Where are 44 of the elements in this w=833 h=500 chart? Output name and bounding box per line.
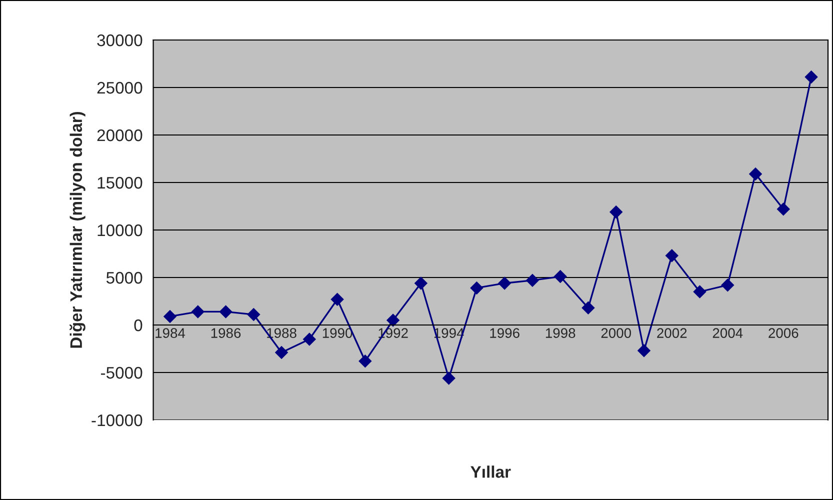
x-tick-label: 1990 xyxy=(322,328,352,338)
point xyxy=(358,354,372,368)
y-tick-label: -5000 xyxy=(100,366,142,379)
x-tick-label: 1986 xyxy=(211,328,241,338)
point xyxy=(610,206,623,218)
point xyxy=(582,301,595,314)
point xyxy=(665,249,678,262)
y-tick-label: 10000 xyxy=(98,224,142,236)
x-tick-label: 2006 xyxy=(768,328,798,338)
x-tick-label: 1998 xyxy=(546,328,576,338)
point xyxy=(164,310,176,323)
y-tick-label: 25000 xyxy=(97,82,142,94)
y-tick-label: 30000 xyxy=(97,34,142,46)
point xyxy=(191,305,204,318)
point xyxy=(219,305,232,318)
x-axis-title: Yıllar xyxy=(470,466,511,478)
point xyxy=(330,292,344,306)
point xyxy=(693,285,706,298)
x-tick-label: 1984 xyxy=(156,328,186,338)
point xyxy=(638,344,650,358)
y-tick-label: -10000 xyxy=(92,414,142,426)
point xyxy=(526,274,539,287)
y-tick-label: 5000 xyxy=(106,272,142,284)
point xyxy=(247,308,260,321)
y-axis-title: Diğer Yatırımlar (milyon dolar) xyxy=(70,112,86,348)
point xyxy=(804,70,818,84)
x-tick-label: 2004 xyxy=(712,328,743,338)
point xyxy=(554,270,567,283)
point xyxy=(470,282,484,294)
point xyxy=(302,332,316,346)
point xyxy=(749,168,762,180)
point xyxy=(776,202,790,216)
x-tick-label: 2000 xyxy=(601,328,632,338)
point xyxy=(442,372,456,385)
point xyxy=(275,346,288,359)
point xyxy=(721,278,734,292)
x-tick-label: 1996 xyxy=(490,328,520,338)
point xyxy=(414,276,428,290)
y-tick-label: 0 xyxy=(134,319,142,332)
y-tick-label: 20000 xyxy=(97,129,142,142)
point xyxy=(498,276,511,290)
point xyxy=(386,314,400,327)
x-tick-label: 2002 xyxy=(657,328,687,338)
y-tick-label: 15000 xyxy=(98,176,142,189)
